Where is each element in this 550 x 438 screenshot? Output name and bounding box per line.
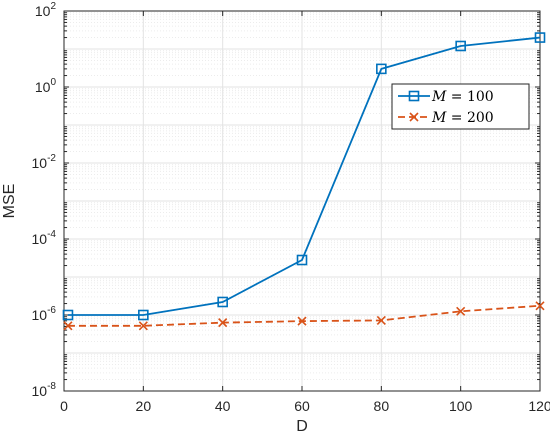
- legend-var-m100: M: [431, 89, 447, 105]
- legend-label-m100: M = 100: [431, 89, 494, 105]
- series-1-point-0-b: [63, 321, 73, 331]
- y-tick-label-1: 10-6: [32, 305, 57, 323]
- series-0-point-0: [62, 309, 74, 321]
- legend-rest-m200: = 200: [446, 110, 493, 126]
- x-tick-label-3: 60: [294, 398, 310, 414]
- legend-rest-m100: = 100: [446, 89, 493, 105]
- y-tick-exponent: 0: [50, 77, 56, 88]
- x-tick-label-5: 100: [449, 398, 473, 414]
- series-1-point-2-b: [218, 318, 228, 328]
- legend-var-m200: M: [431, 110, 447, 126]
- y-axis-label: MSE: [1, 184, 18, 219]
- grid: [63, 11, 541, 392]
- y-tick-label-0: 10-8: [32, 381, 57, 399]
- y-tick-base: 10: [32, 231, 48, 247]
- x-tick-label-1: 20: [136, 398, 152, 414]
- series-1-point-6-b: [535, 301, 545, 311]
- series-1-point-2: [218, 318, 228, 328]
- y-tick-exponent: -6: [47, 305, 56, 316]
- legend-marker-shape-0: [408, 90, 420, 102]
- series-1-point-1-b: [138, 321, 148, 331]
- series-1-point-4-b: [376, 315, 386, 325]
- x-tick-label-6: 120: [528, 398, 550, 414]
- y-tick-label-3: 10-2: [32, 153, 57, 171]
- x-tick-label-0: 0: [60, 398, 68, 414]
- y-tick-base: 10: [32, 307, 48, 323]
- series-1-point-3: [297, 316, 307, 326]
- series-layer: [62, 32, 546, 331]
- y-tick-base: 10: [32, 383, 48, 399]
- legend: M = 100 M = 200: [391, 83, 530, 130]
- legend-marker-shape-1-b: [409, 112, 419, 122]
- y-tick-label-5: 102: [35, 1, 57, 19]
- y-tick-exponent: 2: [50, 1, 56, 12]
- y-tick-base: 10: [35, 3, 51, 19]
- series-1-point-5: [456, 306, 466, 316]
- series-1-point-3-b: [297, 316, 307, 326]
- y-tick-exponent: -8: [47, 381, 56, 392]
- series-1-point-6: [535, 301, 545, 311]
- series-line-0: [67, 36, 541, 316]
- series-0-point-1: [138, 309, 149, 321]
- y-tick-label-2: 10-4: [32, 229, 57, 247]
- legend-marker-shape-1: [409, 112, 419, 122]
- series-0-point-5: [455, 40, 466, 52]
- series-0-point-3: [296, 254, 308, 266]
- series-1-point-5-b: [456, 306, 466, 316]
- y-tick-base: 10: [35, 79, 51, 95]
- y-tick-exponent: -4: [47, 229, 56, 240]
- series-1-point-4: [376, 315, 386, 325]
- series-0-point-6: [534, 32, 546, 43]
- legend-label-m200: M = 200: [431, 110, 494, 126]
- legend-marker-m200: [409, 112, 419, 122]
- series-0-point-4: [376, 63, 387, 75]
- legend-marker-m100: [408, 90, 420, 102]
- y-tick-base: 10: [32, 155, 48, 171]
- series-1-point-0: [63, 321, 73, 331]
- x-tick-label-4: 80: [374, 398, 390, 414]
- series-0-point-2: [217, 296, 228, 308]
- x-tick-label-2: 40: [215, 398, 231, 414]
- series-1-point-1: [138, 321, 148, 331]
- y-tick-label-4: 100: [35, 77, 57, 95]
- y-tick-exponent: -2: [47, 153, 56, 164]
- x-axis-label: D: [296, 418, 308, 435]
